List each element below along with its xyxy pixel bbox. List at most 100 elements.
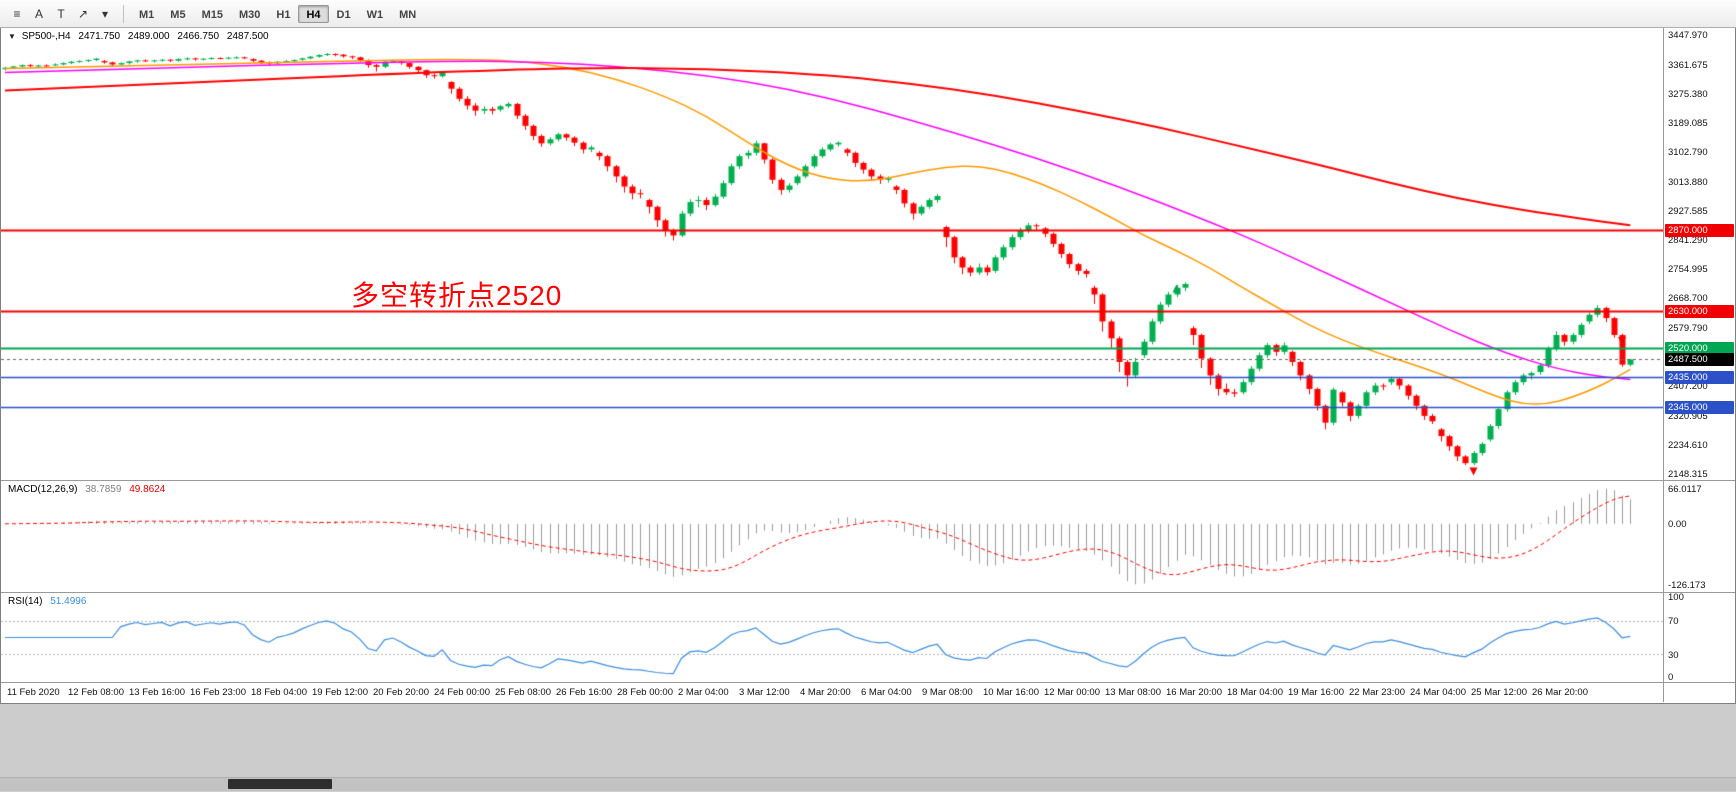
price-tick: 3189.085 <box>1668 117 1708 129</box>
toolbar-separator <box>123 4 124 23</box>
timeframe-m1[interactable]: M1 <box>139 8 155 21</box>
time-tick: 24 Mar 04:00 <box>1410 687 1466 698</box>
current-price-tag: 2487.500 <box>1665 353 1734 367</box>
time-tick: 25 Feb 08:00 <box>495 687 551 698</box>
price-tick: 3361.675 <box>1668 59 1708 71</box>
main-chart-panel: ▼ SP500-,H4 2471.750 2489.000 2466.750 2… <box>1 28 1735 480</box>
panel-divider[interactable] <box>1 592 1735 593</box>
ohlc-high: 2489.000 <box>127 31 170 42</box>
time-tick: 2 Mar 04:00 <box>678 687 729 698</box>
timeframe-buttons: M1 M5 M15 M30 H1 H4 D1 W1 MN <box>131 4 424 23</box>
time-tick: 9 Mar 08:00 <box>922 687 973 698</box>
time-tick: 18 Mar 04:00 <box>1227 687 1283 698</box>
trendline-dropdown-caret-icon[interactable]: ▾ <box>101 6 109 21</box>
rsi-header: RSI(14) 51.4996 <box>8 596 86 607</box>
price-tick: 3013.880 <box>1668 176 1708 188</box>
price-tick: 2668.700 <box>1668 293 1708 305</box>
time-tick: 16 Mar 20:00 <box>1166 687 1222 698</box>
time-tick: 12 Mar 00:00 <box>1044 687 1100 698</box>
rsi-value: 51.4996 <box>50 596 87 607</box>
timeframe-m30[interactable]: M30 <box>238 8 261 21</box>
level-price-tag: 2345.000 <box>1665 401 1734 415</box>
timeframe-m5[interactable]: M5 <box>170 8 186 21</box>
rsi-axis-tick: 100 <box>1668 592 1684 603</box>
scrollbar-thumb[interactable] <box>228 779 332 789</box>
time-tick: 11 Feb 2020 <box>7 687 60 698</box>
price-tick: 2841.290 <box>1668 235 1708 247</box>
price-tick: 2927.585 <box>1668 205 1708 217</box>
rsi-axis-tick: 70 <box>1668 615 1679 627</box>
level-price-tag: 2520.000 <box>1665 342 1734 356</box>
timeframe-w1[interactable]: W1 <box>366 8 384 21</box>
level-price-tag: 2435.000 <box>1665 371 1734 385</box>
macd-label: MACD(12,26,9) <box>8 484 78 495</box>
time-tick: 10 Mar 16:00 <box>983 687 1039 698</box>
rsi-canvas[interactable] <box>1 593 1663 682</box>
price-tick: 3102.790 <box>1668 146 1708 158</box>
macd-axis: 66.0117 0.00 -126.173 <box>1663 481 1735 592</box>
symbol-label: SP500-,H4 <box>21 31 71 42</box>
macd-panel: MACD(12,26,9) 38.7859 49.8624 66.0117 0.0… <box>1 481 1735 592</box>
rsi-axis-tick: 0 <box>1668 672 1674 683</box>
macd-header: MACD(12,26,9) 38.7859 49.8624 <box>8 484 165 495</box>
time-tick: 13 Mar 08:00 <box>1105 687 1161 698</box>
rsi-axis: 100 70 30 0 <box>1663 592 1735 683</box>
price-tick: 2320.905 <box>1668 410 1708 422</box>
rsi-panel: RSI(14) 51.4996 100 70 30 0 <box>1 592 1735 683</box>
timeframe-d1[interactable]: D1 <box>336 8 351 21</box>
time-tick: 6 Mar 04:00 <box>861 687 912 698</box>
macd-main-value: 38.7859 <box>85 484 122 495</box>
ohlc-close: 2487.500 <box>226 31 269 42</box>
time-axis: 11 Feb 2020 12 Feb 08:00 13 Feb 16:00 16 Fe… <box>1 682 1735 702</box>
symbol-ohlc-header: ▼ SP500-,H4 2471.750 2489.000 2466.750 2… <box>8 31 269 42</box>
price-tick: 2148.315 <box>1668 468 1708 480</box>
time-tick: 25 Mar 12:00 <box>1471 687 1527 698</box>
time-tick: 18 Feb 04:00 <box>251 687 307 698</box>
charts-list-icon[interactable]: ≡ <box>13 6 21 21</box>
price-tick: 2579.790 <box>1668 323 1708 335</box>
macd-axis-tick: 66.0117 <box>1668 484 1702 495</box>
main-price-axis: 3447.970 3361.675 3275.380 3189.085 3102.790… <box>1663 28 1735 480</box>
time-tick: 22 Mar 23:00 <box>1349 687 1405 698</box>
ohlc-low: 2466.750 <box>177 31 220 42</box>
time-tick: 19 Feb 12:00 <box>312 687 368 698</box>
toolbar-tools: ≡ A T ↗ ▾ <box>6 3 116 25</box>
ohlc-open: 2471.750 <box>78 31 121 42</box>
trendline-tool-icon[interactable]: ↗ <box>77 6 89 21</box>
toolbar: ≡ A T ↗ ▾ M1 M5 M15 M30 H1 H4 D1 W1 MN <box>0 0 1736 28</box>
price-tick: 3447.970 <box>1668 30 1708 42</box>
timeframe-m15[interactable]: M15 <box>201 8 223 21</box>
macd-axis-tick: -126.173 <box>1668 580 1706 591</box>
level-price-tag: 2870.000 <box>1665 224 1734 238</box>
macd-canvas[interactable] <box>1 481 1663 592</box>
timeframe-h1[interactable]: H1 <box>276 8 291 21</box>
macd-signal-value: 49.8624 <box>129 484 166 495</box>
time-tick: 19 Mar 16:00 <box>1288 687 1344 698</box>
main-chart-canvas[interactable] <box>1 28 1663 480</box>
time-tick: 26 Feb 16:00 <box>556 687 612 698</box>
time-tick: 4 Mar 20:00 <box>800 687 851 698</box>
price-tick: 2754.995 <box>1668 264 1708 276</box>
time-tick: 26 Mar 20:00 <box>1532 687 1588 698</box>
timeframe-h4[interactable]: H4 <box>298 4 329 23</box>
time-tick: 28 Feb 00:00 <box>617 687 673 698</box>
time-tick: 20 Feb 20:00 <box>373 687 429 698</box>
macd-axis-tick: 0.00 <box>1668 518 1687 530</box>
horizontal-scrollbar[interactable] <box>0 777 1736 791</box>
text-tool-icon[interactable]: T <box>57 6 65 21</box>
chart-window: ▼ SP500-,H4 2471.750 2489.000 2466.750 2… <box>0 28 1736 704</box>
cursor-tool-icon[interactable]: A <box>34 6 43 21</box>
time-tick: 13 Feb 16:00 <box>129 687 185 698</box>
timeframe-mn[interactable]: MN <box>399 8 417 21</box>
time-tick: 24 Feb 00:00 <box>434 687 490 698</box>
panel-divider[interactable] <box>1 480 1735 481</box>
time-tick: 3 Mar 12:00 <box>739 687 790 698</box>
time-tick: 12 Feb 08:00 <box>68 687 124 698</box>
level-price-tag: 2630.000 <box>1665 305 1734 319</box>
rsi-label: RSI(14) <box>8 596 43 607</box>
bottom-area <box>0 704 1736 791</box>
price-tick: 2234.610 <box>1668 439 1708 451</box>
time-tick: 16 Feb 23:00 <box>190 687 246 698</box>
price-tick: 3275.380 <box>1668 88 1708 100</box>
symbol-dropdown-icon[interactable]: ▼ <box>8 32 16 41</box>
